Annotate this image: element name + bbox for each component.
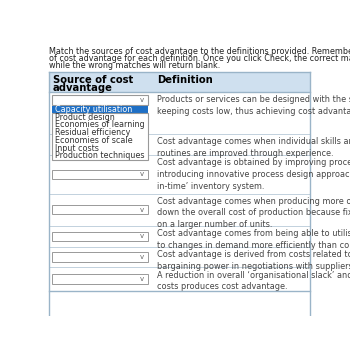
Text: Capacity utilisation: Capacity utilisation bbox=[55, 105, 132, 114]
Text: v: v bbox=[140, 97, 144, 103]
Text: Cost advantage comes when individual skills and organisational
routines are impr: Cost advantage comes when individual ski… bbox=[157, 137, 350, 158]
Text: Cost advantage comes from being able to utilise capacity and adjust
to changes i: Cost advantage comes from being able to … bbox=[157, 229, 350, 250]
Bar bbox=[52, 114, 148, 160]
Text: of cost advantage for each definition. Once you click Check, the correct matches: of cost advantage for each definition. O… bbox=[49, 54, 350, 63]
Text: Production techniques: Production techniques bbox=[55, 151, 144, 160]
Text: Input costs: Input costs bbox=[55, 143, 98, 153]
Text: Cost advantage is obtained by improving process technology and/or
introducing in: Cost advantage is obtained by improving … bbox=[157, 158, 350, 191]
Text: Product design: Product design bbox=[55, 113, 114, 122]
Text: Products or services can be designed with the specific aim of
keeping costs low,: Products or services can be designed wit… bbox=[157, 95, 350, 116]
Text: while the wrong matches will return blank.: while the wrong matches will return blan… bbox=[49, 61, 220, 70]
Text: Residual efficiency: Residual efficiency bbox=[55, 128, 130, 137]
Bar bbox=[52, 252, 148, 262]
Text: Source of cost: Source of cost bbox=[53, 75, 133, 85]
Bar bbox=[52, 231, 148, 241]
Bar bbox=[52, 95, 148, 105]
Text: v: v bbox=[140, 207, 144, 213]
Bar bbox=[52, 106, 148, 114]
Bar bbox=[52, 274, 148, 284]
Text: v: v bbox=[140, 142, 144, 148]
Text: advantage: advantage bbox=[53, 83, 113, 93]
Bar bbox=[52, 205, 148, 214]
Text: Cost advantage is derived from costs related to labour, location and
bargaining : Cost advantage is derived from costs rel… bbox=[157, 250, 350, 271]
Text: v: v bbox=[140, 276, 144, 282]
Text: Definition: Definition bbox=[157, 75, 213, 85]
Bar bbox=[52, 140, 148, 149]
Text: Economies of learning: Economies of learning bbox=[55, 120, 144, 130]
Text: Match the sources of cost advantage to the definitions provided. Remember to sel: Match the sources of cost advantage to t… bbox=[49, 47, 350, 56]
Bar bbox=[49, 72, 310, 92]
Text: Cost advantage comes when producing more of something brings
down the overall co: Cost advantage comes when producing more… bbox=[157, 197, 350, 229]
Text: v: v bbox=[140, 233, 144, 239]
Text: A reduction in overall ‘organisational slack’ and other unnecessary
costs produc: A reduction in overall ‘organisational s… bbox=[157, 271, 350, 291]
Bar bbox=[52, 170, 148, 179]
Text: v: v bbox=[140, 171, 144, 177]
Text: v: v bbox=[140, 254, 144, 260]
Text: Economies of scale: Economies of scale bbox=[55, 136, 132, 145]
